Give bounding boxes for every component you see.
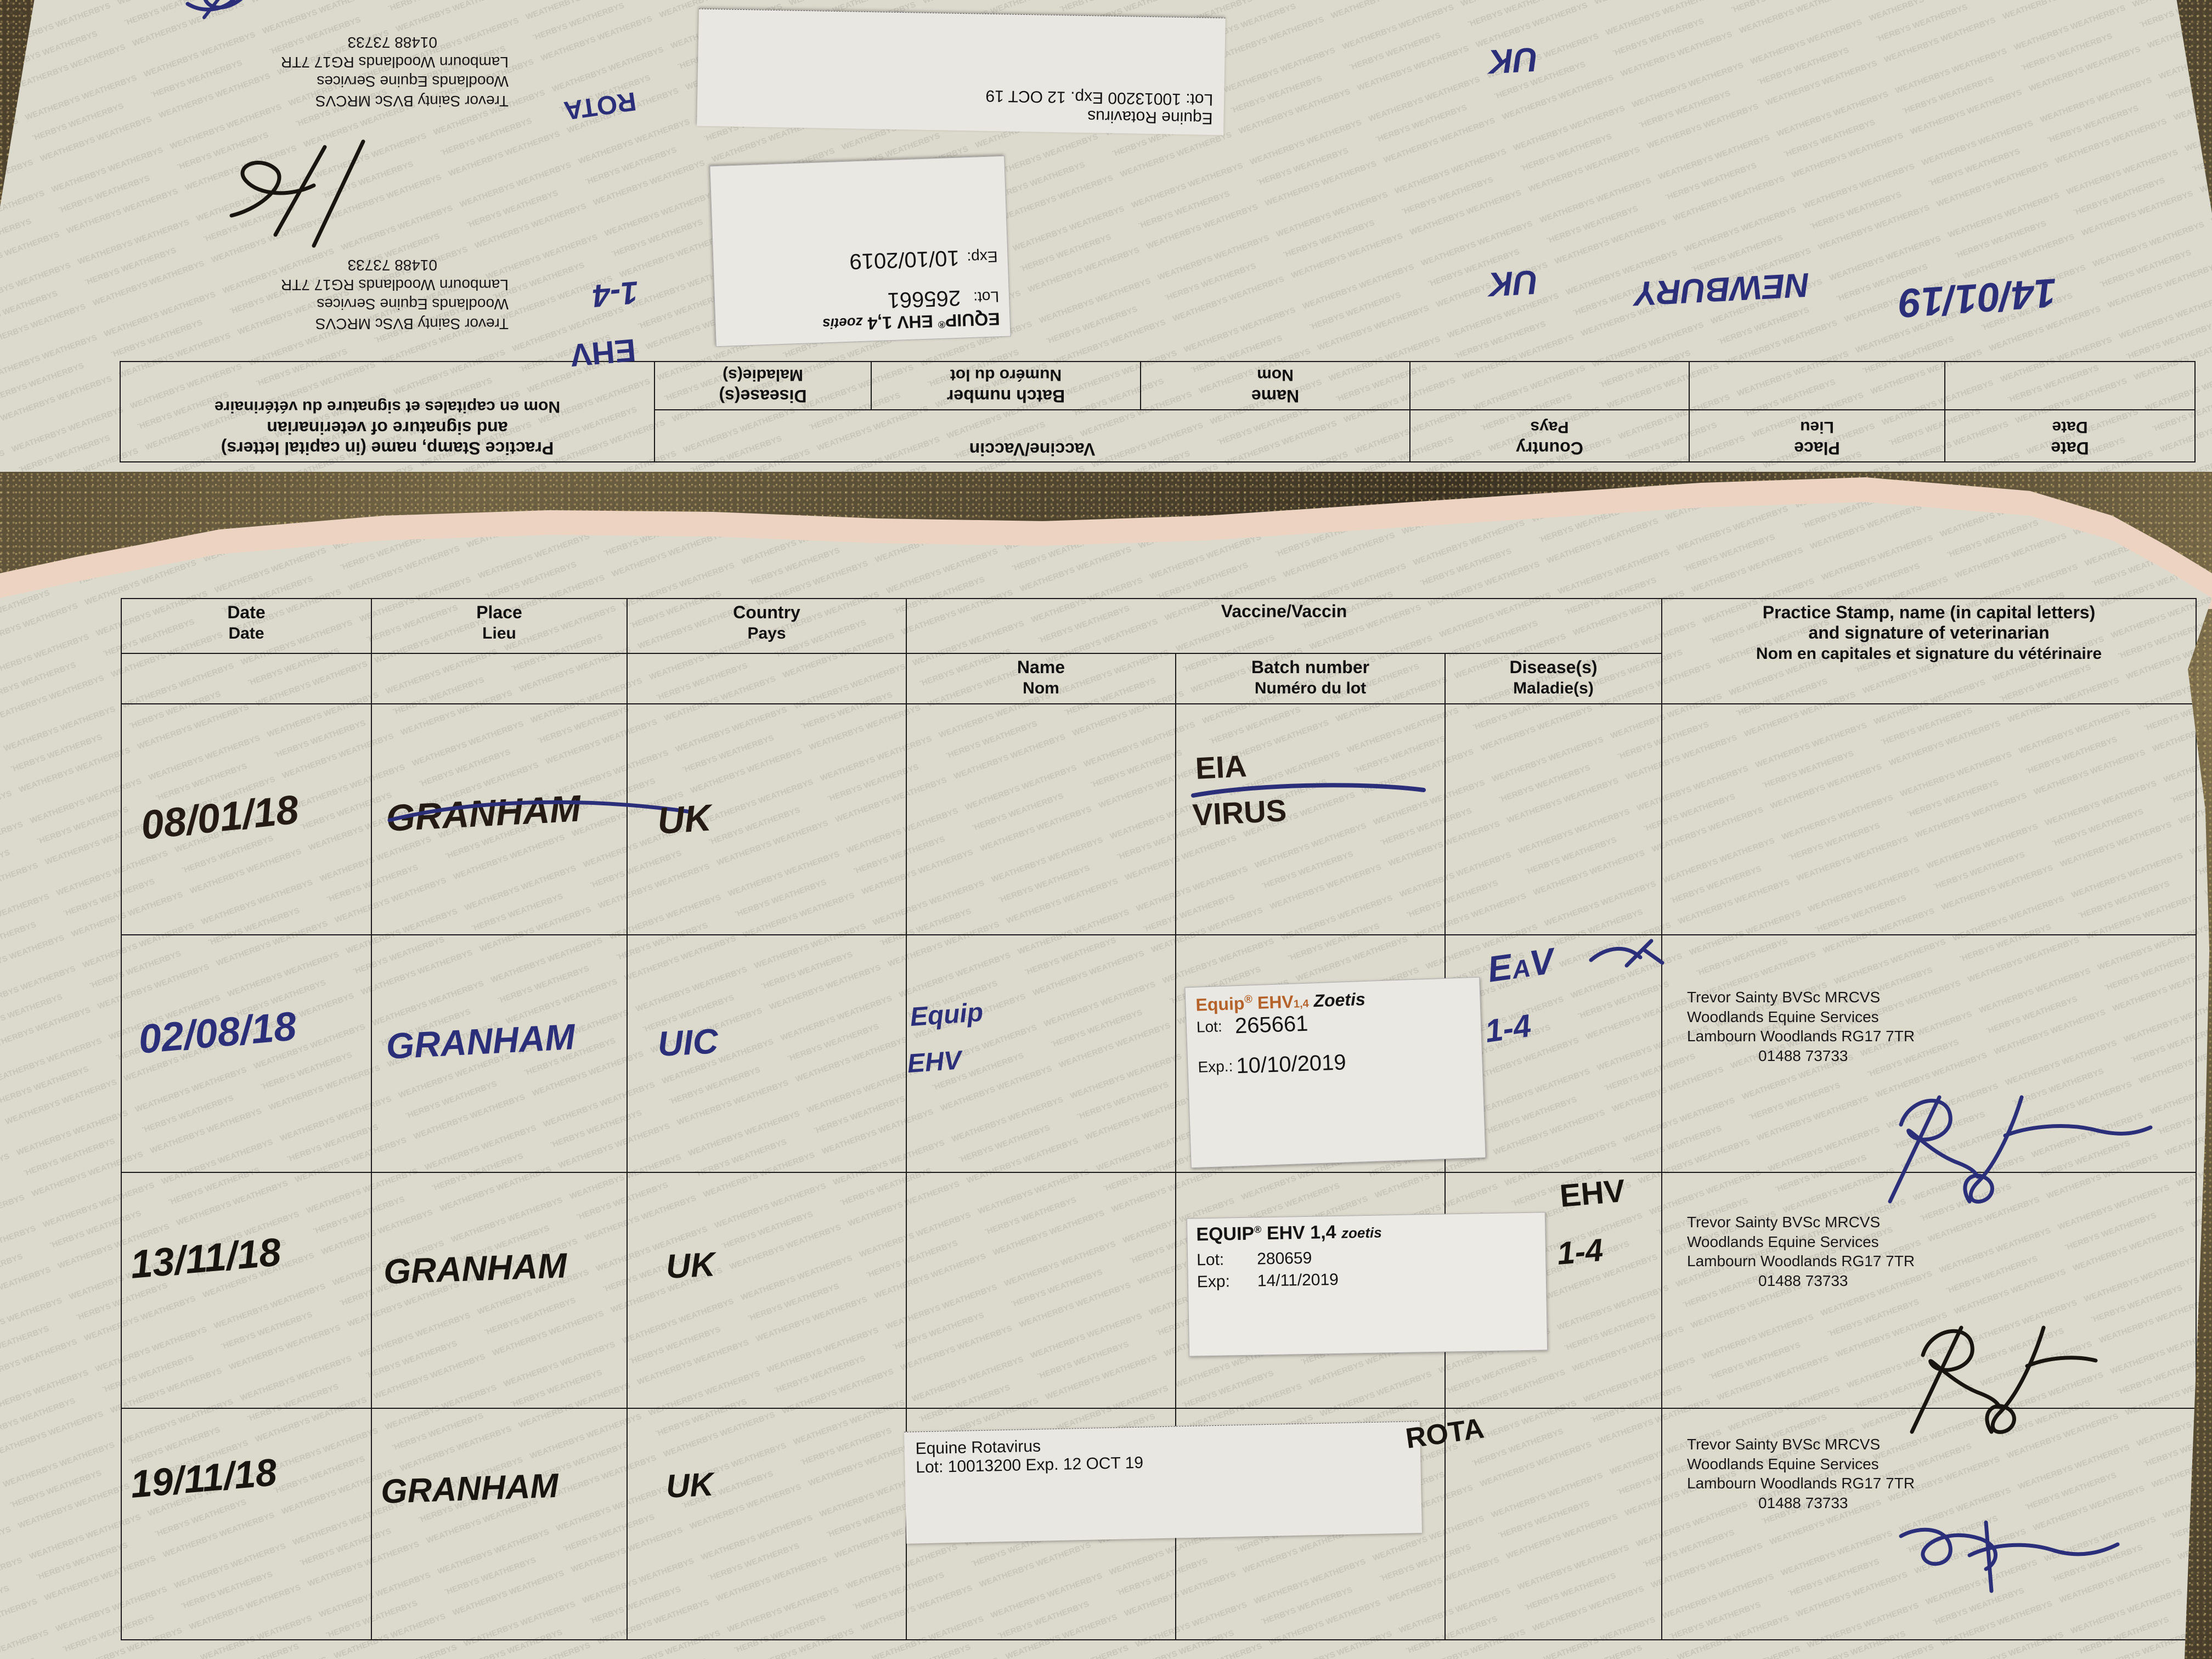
svg-text:1-4: 1-4: [591, 274, 640, 314]
svg-text:14/01/19: 14/01/19: [1898, 270, 2058, 326]
svg-text:UK: UK: [1486, 40, 1539, 81]
svg-text:UK: UK: [1486, 263, 1539, 303]
svg-text:NEWBURY: NEWBURY: [1630, 266, 1810, 313]
svg-text:ROTA: ROTA: [562, 86, 638, 125]
